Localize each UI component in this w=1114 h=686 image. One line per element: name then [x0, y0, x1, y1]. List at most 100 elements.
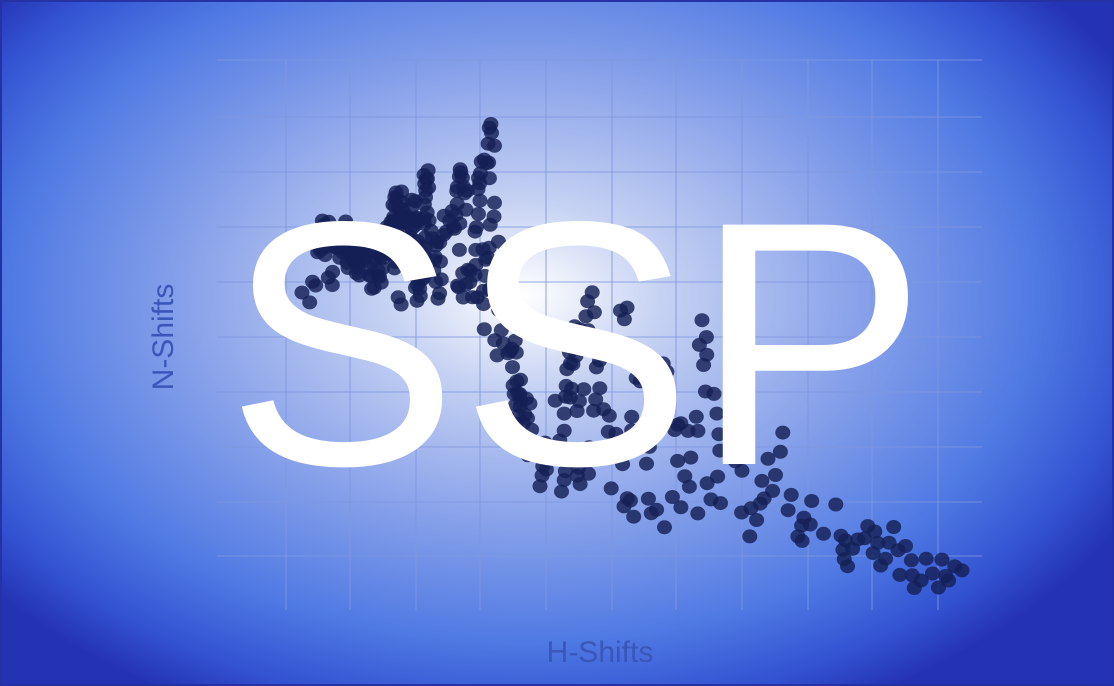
scatter-point — [780, 503, 796, 518]
scatter-point — [487, 195, 502, 210]
scatter-point — [886, 520, 902, 534]
scatter-point — [713, 496, 728, 511]
scatter-point — [802, 517, 818, 532]
scatter-point — [657, 520, 672, 535]
scatter-point — [481, 171, 497, 186]
scatter-point — [507, 333, 523, 348]
scatter-point — [476, 322, 492, 337]
scatter-point — [433, 272, 449, 287]
scatter-point — [592, 381, 608, 396]
scatter-point — [481, 120, 497, 135]
scatter-point — [537, 435, 553, 450]
scatter-point — [536, 450, 552, 465]
scatter-point — [670, 453, 686, 468]
scatter-point — [556, 423, 572, 438]
scatter-point — [481, 155, 497, 170]
scatter-point — [500, 290, 516, 304]
scatter-point — [673, 500, 689, 515]
scatter-point — [626, 509, 642, 524]
scatter-point — [373, 275, 389, 290]
scatter-point — [709, 406, 725, 421]
scatter-point — [568, 348, 584, 363]
scatter-point — [451, 242, 467, 257]
scatter-point — [432, 286, 448, 301]
scatter-point — [501, 313, 516, 328]
scatter-point — [712, 443, 728, 458]
scatter-point — [556, 406, 572, 421]
scatter-point — [476, 297, 491, 312]
scatter-point — [918, 551, 934, 566]
scatter-point — [624, 409, 640, 424]
scatter-point — [393, 297, 409, 312]
scatter-point — [325, 264, 341, 279]
scatter-point — [870, 536, 886, 550]
scatter-point — [294, 285, 310, 300]
scatter-point — [828, 497, 844, 512]
scatter-point — [308, 278, 324, 293]
scatter-point — [487, 138, 502, 153]
x-axis-label: H-Shifts — [546, 636, 654, 669]
scatter-point — [639, 456, 654, 471]
scatter-point — [934, 552, 950, 567]
scatter-point — [734, 463, 750, 478]
scatter-point — [632, 374, 648, 389]
scatter-point — [664, 490, 680, 504]
scatter-point — [794, 533, 810, 548]
scatter-point — [681, 479, 697, 494]
scatter-point — [640, 491, 656, 506]
scatter-point — [477, 268, 493, 283]
scatter-point — [588, 392, 604, 407]
scatter-point — [768, 468, 783, 482]
scatter-point — [651, 395, 667, 410]
scatter-point — [608, 426, 624, 441]
scatter-point — [592, 353, 607, 368]
scatter-point — [636, 421, 652, 436]
scatter-point — [321, 214, 337, 229]
scatter-point — [412, 288, 428, 303]
scatter-point — [765, 483, 781, 498]
scatter-point — [494, 262, 510, 277]
scatter-point — [571, 394, 587, 409]
scatter-point — [710, 469, 726, 484]
scatter-point — [420, 163, 436, 178]
scatter-point — [772, 444, 788, 459]
scatter-point — [524, 422, 540, 437]
scatter-point — [727, 424, 743, 439]
scatter-point — [452, 216, 468, 231]
scatter-point — [554, 484, 569, 499]
scatter-point — [522, 396, 538, 411]
scatter-point — [659, 364, 675, 379]
scatter-point — [564, 381, 580, 396]
scatter-point — [690, 506, 706, 521]
scatter-point — [375, 261, 391, 276]
scatter-point — [581, 466, 596, 481]
scatter-point — [690, 423, 706, 438]
scatter-point — [557, 464, 573, 479]
scatter-point — [482, 282, 497, 297]
scatter-point — [454, 170, 470, 185]
scatter-point — [520, 411, 535, 426]
scatter-point — [491, 234, 506, 249]
scatter-point — [587, 340, 603, 354]
scatter-point — [913, 573, 929, 588]
scatter-point — [954, 563, 970, 578]
scatter-point — [478, 252, 494, 267]
scatter-point — [433, 254, 448, 269]
scatter-point — [470, 207, 486, 221]
scatter-point — [619, 300, 635, 315]
scatter-point — [760, 451, 776, 466]
scatter-point — [892, 567, 908, 582]
scatter-point — [903, 553, 919, 568]
scatter-point — [816, 526, 831, 541]
scatter-point — [649, 502, 665, 517]
scatter-point — [482, 217, 498, 232]
scatter-point — [475, 242, 491, 257]
scatter-point — [302, 295, 318, 310]
scatter-point — [623, 341, 639, 356]
scatter-point — [572, 477, 588, 492]
scatter-point — [742, 529, 758, 544]
data-points — [294, 117, 970, 595]
scatter-point — [421, 213, 437, 228]
scatter-point — [925, 566, 940, 581]
scatter-point — [581, 440, 597, 455]
